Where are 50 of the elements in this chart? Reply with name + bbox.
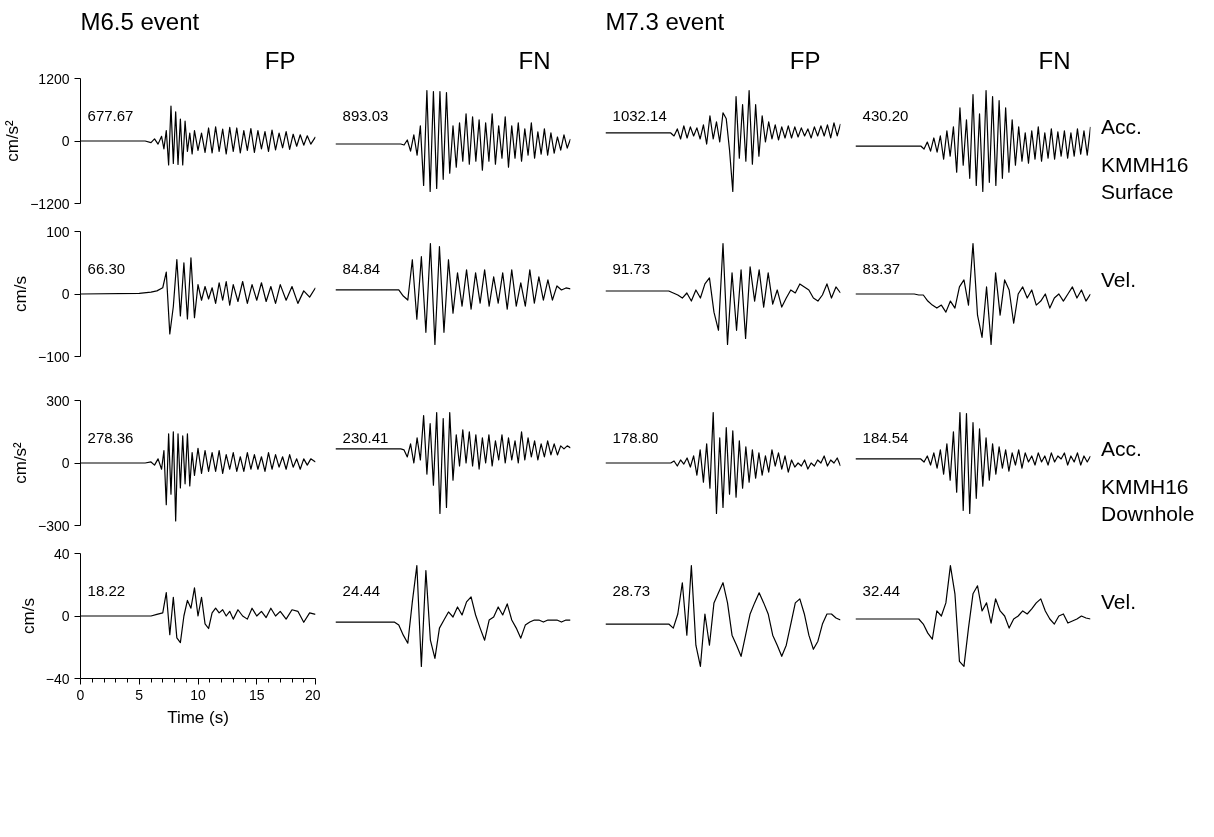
- chart-subtitle: FP: [789, 46, 821, 74]
- text: Vel.: [1101, 267, 1137, 291]
- annotation: 66.30: [87, 260, 126, 277]
- x-tick-label: 10: [190, 686, 206, 703]
- y-tick-label: −40: [45, 670, 70, 687]
- chart-title: M7.3 event: [605, 7, 725, 35]
- x-tick-label: 5: [135, 686, 144, 703]
- annotation: 184.54: [862, 429, 909, 446]
- text: KMMH16 Downhole: [1101, 474, 1195, 526]
- text: Acc.: [1101, 114, 1142, 138]
- annotation: 32.44: [862, 582, 901, 599]
- x-tick-label: 15: [248, 686, 265, 703]
- y-axis-title: cm/s: [18, 598, 38, 634]
- y-axis-title: cm/s²: [3, 119, 23, 162]
- y-axis-title: cm/s: [10, 276, 30, 312]
- x-tick-label: 0: [76, 686, 85, 703]
- x-tick-label: 20: [304, 686, 321, 703]
- y-tick-label: −1200: [30, 195, 70, 212]
- annotation: 230.41: [342, 429, 389, 446]
- y-axis-title: cm/s²: [10, 441, 30, 484]
- annotation: 893.03: [342, 107, 389, 124]
- y-tick-label: 0: [61, 133, 70, 149]
- y-tick-label: 0: [61, 455, 70, 471]
- chart-subtitle: FN: [518, 46, 551, 74]
- chart-subtitle: FN: [1038, 46, 1071, 74]
- text: KMMH16 Surface: [1101, 152, 1189, 204]
- y-tick-label: 40: [53, 545, 70, 562]
- y-tick-label: 0: [61, 608, 70, 624]
- y-tick-label: −100: [37, 348, 70, 365]
- annotation: 178.80: [612, 429, 659, 446]
- annotation: 18.22: [87, 582, 126, 599]
- annotation: 91.73: [612, 260, 651, 277]
- y-tick-label: 300: [46, 392, 70, 409]
- annotation: 83.37: [862, 260, 901, 277]
- annotation: 677.67: [87, 107, 134, 124]
- annotation: 430.20: [862, 107, 909, 124]
- annotation: 84.84: [342, 260, 381, 277]
- annotation: 1032.14: [612, 107, 667, 124]
- text: Acc.: [1101, 436, 1142, 460]
- y-tick-label: 100: [46, 223, 70, 240]
- y-tick-label: 0: [61, 286, 70, 302]
- chart-subtitle: FP: [264, 46, 296, 74]
- annotation: 278.36: [87, 429, 134, 446]
- y-tick-label: 1200: [38, 70, 70, 87]
- annotation: 24.44: [342, 582, 381, 599]
- x-axis-title: Time (s): [167, 707, 229, 727]
- chart-title: M6.5 event: [80, 7, 200, 35]
- y-tick-label: −300: [37, 517, 70, 534]
- text: Vel.: [1101, 589, 1137, 613]
- annotation: 28.73: [612, 582, 651, 599]
